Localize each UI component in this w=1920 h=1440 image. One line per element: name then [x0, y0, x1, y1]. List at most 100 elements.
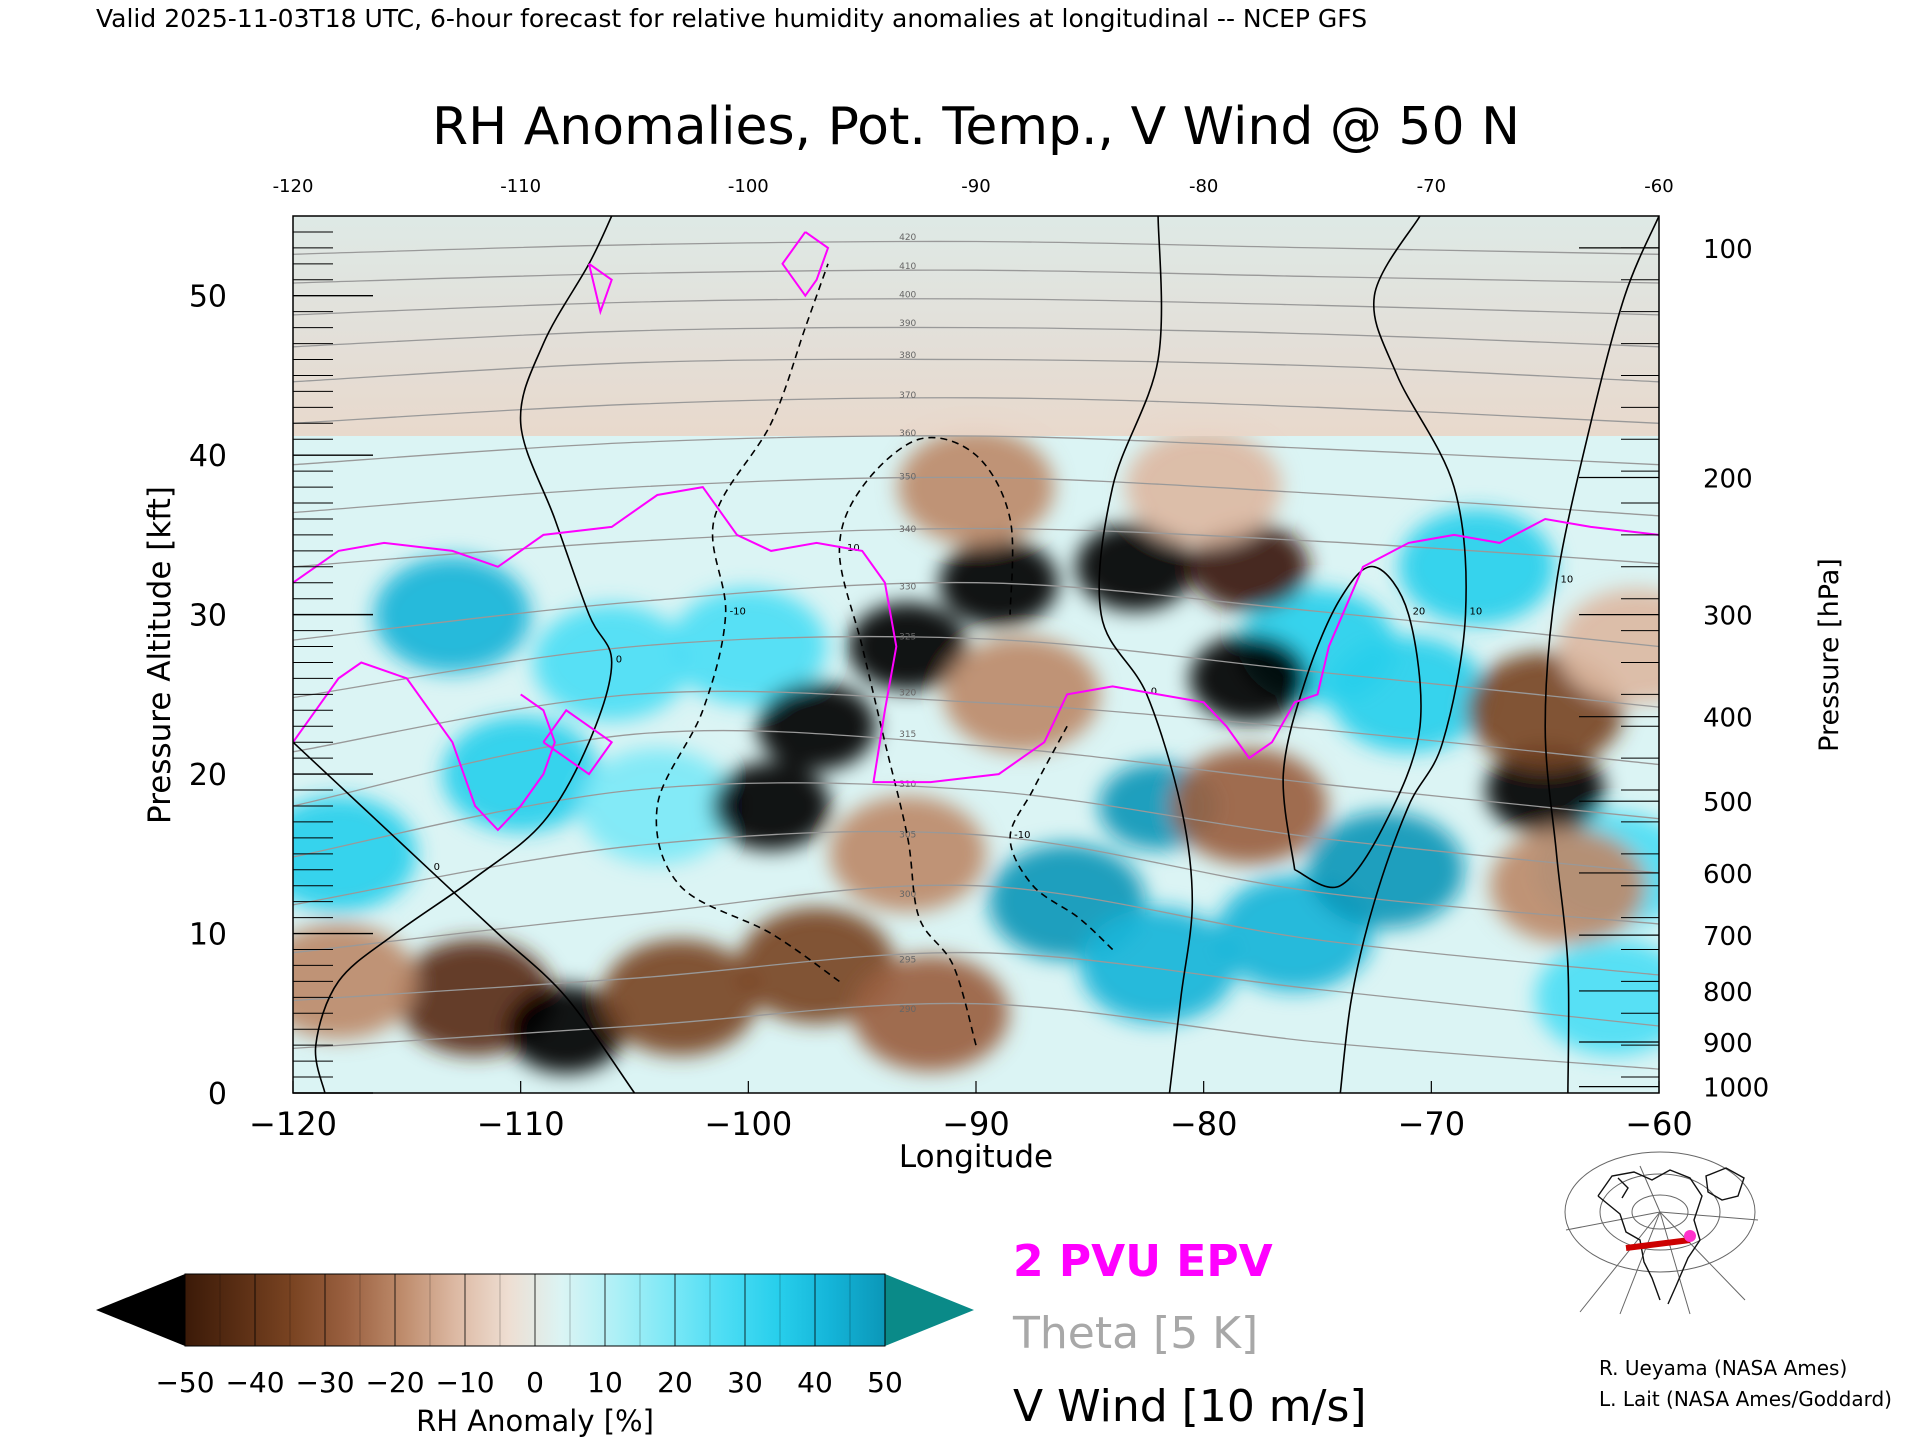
pressure-tick-label: 800 — [1703, 978, 1753, 1008]
pressure-tick-label: 100 — [1703, 235, 1753, 265]
x-top-tick-label: -90 — [961, 176, 990, 197]
theta-contour-label: 410 — [899, 262, 916, 272]
pressure-tick-label: 300 — [1703, 602, 1753, 632]
pressure-tick-label: 200 — [1703, 465, 1753, 495]
vwind-contour-label: 10 — [1469, 607, 1482, 618]
rh-anomaly-cell — [897, 429, 1055, 546]
theta-contour-label: 390 — [899, 319, 916, 329]
theta-contour-label: 400 — [899, 291, 916, 301]
vwind-contour-line — [1009, 725, 1114, 951]
pressure-tick-label: 600 — [1703, 860, 1753, 890]
rh-anomaly-cell — [852, 955, 1009, 1072]
theta-contour-label: 320 — [899, 688, 916, 698]
x-axis-label: Longitude — [899, 1139, 1053, 1175]
rh-anomaly-cell — [1489, 827, 1647, 944]
y-tick-label: 0 — [208, 1077, 227, 1112]
theta-contour-label: 290 — [899, 1005, 916, 1015]
theta-contour-line — [293, 240, 1659, 255]
y-tick-label: 40 — [189, 439, 227, 474]
colorbar-tick-label: −50 — [155, 1366, 214, 1399]
colorbar-tick-label: 0 — [526, 1366, 544, 1399]
x-top-tick-label: -60 — [1644, 176, 1673, 197]
legend-epv: 2 PVU EPV — [1013, 1236, 1273, 1287]
theta-contour-line — [293, 729, 1659, 820]
theta-contour-line — [293, 830, 1659, 925]
chart-title: RH Anomalies, Pot. Temp., V Wind @ 50 N — [432, 97, 1520, 157]
theta-contour-line — [293, 782, 1659, 874]
rh-anomaly-cell — [1557, 588, 1659, 705]
vwind-contour-line — [314, 216, 613, 1093]
rh-anomaly-cell — [829, 795, 986, 912]
header-text: Valid 2025-11-03T18 UTC, 6-hour forecast… — [96, 4, 1367, 33]
theta-contour-line — [293, 269, 1659, 284]
rh-anomaly-cell — [1189, 634, 1309, 723]
vwind-contour-label: -10 — [1014, 830, 1030, 841]
colorbar-low-triangle — [96, 1274, 185, 1346]
stratosphere-shading — [293, 216, 1659, 436]
rh-anomaly-cell — [943, 636, 1100, 753]
vwind-contour-label: 0 — [1151, 686, 1157, 697]
rh-anomaly-cell — [601, 939, 759, 1056]
epv-contour-line — [293, 486, 1659, 784]
theta-contour-line — [293, 527, 1659, 568]
theta-contour-label: 340 — [899, 525, 916, 535]
colorbar-tick-label: 20 — [657, 1366, 693, 1399]
legend-theta: Theta [5 K] — [1012, 1308, 1258, 1359]
theta-contour-label: 310 — [899, 780, 916, 790]
x-tick-label: −80 — [1170, 1105, 1238, 1143]
y-tick-label: 30 — [189, 599, 227, 634]
x-top-tick-label: -120 — [273, 176, 314, 197]
theta-contour-line — [293, 298, 1659, 316]
x-top-tick-label: -70 — [1417, 176, 1446, 197]
theta-contour-label: 325 — [899, 633, 916, 643]
pressure-tick-label: 500 — [1703, 788, 1753, 818]
colorbar-ticks: −50 −40 −30 −20 −10 0 10 20 30 40 50 — [155, 1274, 903, 1399]
x-tick-label: −90 — [942, 1105, 1010, 1143]
x-top-tick-label: -110 — [500, 176, 541, 197]
credit-line-1: R. Ueyama (NASA Ames) — [1599, 1356, 1847, 1380]
vwind-contour-line — [293, 741, 636, 1093]
pressure-tick-label: 400 — [1703, 704, 1753, 734]
legend-vwind: V Wind [10 m/s] — [1013, 1381, 1367, 1432]
theta-contours: 290 295 300 305 310 315 320 325 330 340 350 360 370 3… — [293, 233, 1659, 1070]
theta-contour-label: 315 — [899, 730, 916, 740]
rh-anomaly-cell — [1535, 939, 1659, 1056]
legend: 2 PVU EPV Theta [5 K] V Wind [10 m/s] — [1012, 1236, 1367, 1432]
pressure-axis-ticks: 100 200 300 400 500 600 700 800 900 1000 — [1579, 235, 1769, 1104]
colorbar-tick-label: −10 — [435, 1366, 494, 1399]
vwind-contour-label: -10 — [730, 607, 746, 618]
pressure-tick-label: 900 — [1703, 1029, 1753, 1059]
y-axis-label: Pressure Altitude [kft] — [142, 486, 178, 824]
vwind-contour-line — [655, 263, 840, 983]
theta-contour-line — [293, 581, 1659, 648]
rh-anomaly-cell — [1485, 746, 1605, 835]
rh-anomaly-cell — [374, 556, 531, 673]
colorbar-tick-label: −40 — [225, 1366, 284, 1399]
credit-line-2: L. Lait (NASA Ames/Goddard) — [1599, 1387, 1892, 1411]
x-top-tick-label: -100 — [728, 176, 769, 197]
section-end-dot — [1684, 1230, 1696, 1242]
rh-anomaly-cell — [442, 716, 599, 833]
pressure-axis-label: Pressure [hPa] — [1814, 558, 1845, 752]
colorbar-tick-label: −30 — [295, 1366, 354, 1399]
vwind-contour-label: 20 — [1413, 607, 1426, 618]
epv-contour-line — [293, 661, 556, 832]
colorbar-frame — [184, 1273, 886, 1347]
theta-contour-line — [293, 884, 1659, 976]
rh-anomaly-cell — [1170, 747, 1328, 864]
theta-contour-label: 420 — [899, 233, 916, 243]
vwind-contour-label: 0 — [434, 862, 440, 873]
colorbar-tick-label: 40 — [797, 1366, 833, 1399]
x-top-tick-label: -80 — [1189, 176, 1218, 197]
y-tick-label: 10 — [189, 918, 227, 953]
colorbar-tick-label: −20 — [365, 1366, 424, 1399]
rh-anomaly-cell — [848, 602, 968, 691]
epv-contour-line — [588, 262, 613, 316]
y-axis-ticks: 0 10 20 30 40 50 — [189, 215, 373, 1112]
theta-contour-label: 360 — [899, 429, 916, 439]
x-tick-label: −100 — [704, 1105, 792, 1143]
theta-contour-line — [293, 358, 1659, 383]
rh-anomaly-cell — [506, 985, 626, 1074]
theta-contour-label: 300 — [899, 890, 916, 900]
